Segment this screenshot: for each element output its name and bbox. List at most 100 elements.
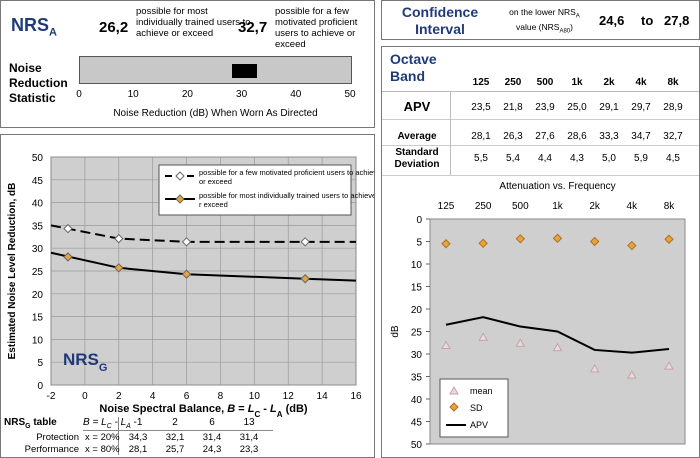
octave-cell: 5,4 bbox=[506, 153, 520, 164]
sd-point bbox=[627, 240, 637, 251]
mean-point bbox=[664, 361, 674, 370]
confidence-desc-text2: value (NRS bbox=[516, 21, 560, 32]
mean-point bbox=[441, 340, 451, 349]
nrsa-range-bar bbox=[232, 64, 258, 78]
nrsg-x-tick-label: 4 bbox=[150, 391, 156, 402]
nrsa-trained-desc: possible for most individually trained u… bbox=[136, 6, 251, 39]
octave-cell: 5,5 bbox=[474, 153, 488, 164]
confidence-desc-text1: on the lower NRS bbox=[509, 7, 576, 17]
freq-y-tick-label: 30 bbox=[411, 350, 423, 361]
octave-cell: 5,9 bbox=[634, 153, 648, 164]
nrsg-y-axis-label: Estimated Noise Level Reduction, dB bbox=[7, 183, 18, 360]
sd-point bbox=[664, 234, 674, 244]
freq-y-tick-label: 5 bbox=[416, 238, 422, 249]
octave-cell: 34,7 bbox=[631, 131, 651, 142]
protection-point bbox=[181, 237, 192, 247]
octave-band-header: 1k bbox=[571, 77, 583, 88]
nrsa-motivated-desc: possible for a few motivated proficient … bbox=[275, 6, 358, 50]
nrsa-axis-label: Noise Reduction (dB) When Worn As Direct… bbox=[113, 108, 318, 119]
confidence-desc-line1: on the lower NRSA bbox=[497, 7, 592, 22]
octave-band-header: 500 bbox=[536, 77, 554, 88]
sd-point bbox=[478, 238, 488, 249]
octave-cell: 28,1 bbox=[471, 131, 491, 142]
octave-row-label: APV bbox=[403, 99, 431, 114]
nrsa-tick-label: 0 bbox=[76, 89, 82, 100]
freq-y-tick-label: 40 bbox=[411, 395, 423, 406]
octave-cell: 23,5 bbox=[471, 102, 491, 113]
octave-cell: 4,4 bbox=[538, 153, 552, 164]
performance-point bbox=[181, 269, 192, 279]
freq-x-tick-label: 8k bbox=[664, 201, 676, 212]
freq-x-tick-label: 2k bbox=[589, 201, 601, 212]
nrsa-tick-label: 20 bbox=[181, 89, 193, 100]
octave-band-header: 2k bbox=[603, 77, 615, 88]
nrsa-tick-labels: 0 10 20 30 40 50 bbox=[76, 89, 355, 101]
nrsg-row-label: Protection bbox=[36, 432, 79, 443]
freq-x-tick-label: 4k bbox=[627, 201, 639, 212]
nrsa-motivated-value: 32,7 bbox=[238, 19, 268, 36]
nrsg-x-tick-label: -2 bbox=[47, 391, 56, 402]
nrsg-cell: 31,4 bbox=[202, 432, 222, 443]
mean-point bbox=[478, 332, 489, 341]
confidence-desc-line2: value (NRSA80) bbox=[497, 22, 592, 37]
nrsg-y-tick-label: 35 bbox=[32, 221, 44, 232]
legend-mean-marker bbox=[449, 385, 459, 395]
nrsg-y-tick-label: 10 bbox=[32, 335, 44, 346]
nrsa-tick-label: 40 bbox=[290, 89, 302, 100]
freq-x-tick-label: 250 bbox=[475, 201, 492, 212]
nrsg-row-x: x = 20% bbox=[85, 432, 120, 443]
nrsg-panel: 0 5 10 15 20 25 30 35 40 45 50 -2 0 2 4 6 8 10 12 14 16 Estim… bbox=[0, 134, 375, 458]
freq-x-tick-label: 1k bbox=[552, 201, 564, 212]
octave-row-rule bbox=[382, 175, 699, 176]
nrsg-cell: 31,4 bbox=[239, 432, 259, 443]
performance-point bbox=[114, 263, 124, 273]
octave-band-header: 8k bbox=[667, 77, 679, 88]
freq-y-tick-label: 35 bbox=[411, 373, 423, 384]
nrsg-row-x: x = 80% bbox=[85, 444, 120, 455]
nrsg-table-header: B = LC - LA bbox=[83, 417, 131, 430]
octave-title: Octave Band bbox=[390, 51, 437, 84]
nrsg-y-tick-label: 45 bbox=[32, 176, 44, 187]
octave-cell: 23,9 bbox=[535, 102, 555, 113]
nrsg-x-tick-label: 0 bbox=[82, 391, 88, 402]
octave-cell: 25,0 bbox=[567, 102, 587, 113]
nrsg-legend bbox=[158, 164, 352, 216]
freq-y-tick-label: 0 bbox=[416, 215, 422, 226]
octave-panel: Octave Band 125 250 500 1k 2k 4k 8k APV 23,5 21,8… bbox=[381, 46, 700, 458]
nrsg-cell: 23,3 bbox=[239, 444, 259, 455]
nrsg-x-tick-label: 2 bbox=[116, 391, 122, 402]
mean-point bbox=[515, 338, 526, 347]
nrsg-y-tick-label: 5 bbox=[37, 358, 43, 369]
apv-line bbox=[445, 316, 670, 354]
octave-cell: 4,5 bbox=[666, 153, 680, 164]
confidence-desc-sub1: A bbox=[575, 13, 580, 20]
octave-row-label: Standard Deviation bbox=[394, 147, 440, 170]
nrsg-chart: 0 5 10 15 20 25 30 35 40 45 50 -2 0 2 4 6 8 10 12 14 16 Estim… bbox=[7, 153, 374, 419]
octave-header-rule bbox=[382, 91, 699, 92]
freq-y-tick-label: 25 bbox=[411, 328, 423, 339]
octave-row-rule bbox=[382, 119, 699, 120]
legend-mean-label: mean bbox=[470, 386, 493, 396]
confidence-to: to bbox=[641, 13, 654, 28]
nrsg-row-label: Performance bbox=[24, 444, 79, 455]
octave-label-divider bbox=[450, 91, 451, 175]
nrsg-y-tick-label: 15 bbox=[32, 313, 44, 324]
nrsg-cell: 32,1 bbox=[165, 432, 185, 443]
sd-point bbox=[552, 233, 563, 244]
nrsa-tick-label: 50 bbox=[344, 89, 356, 100]
nrsa-bar-track bbox=[79, 56, 352, 84]
nrsg-b-value: -1 bbox=[133, 417, 143, 428]
legend-performance-marker bbox=[175, 194, 185, 204]
nrsg-table-rule bbox=[83, 430, 273, 431]
nrsg-cell: 24,3 bbox=[202, 444, 222, 455]
confidence-panel: Confidence Interval on the lower NRSA va… bbox=[381, 0, 700, 40]
confidence-title: Confidence Interval bbox=[401, 4, 479, 37]
nrsa-panel: NRSA 26,2 possible for most individually… bbox=[0, 0, 375, 128]
confidence-high: 27,8 bbox=[664, 13, 690, 28]
confidence-desc: on the lower NRSA value (NRSA80) bbox=[497, 7, 592, 36]
octave-cell: 29,7 bbox=[631, 102, 651, 113]
confidence-desc-end: ) bbox=[570, 21, 573, 32]
nrsg-table-title: NRSG table bbox=[4, 417, 57, 430]
octave-cell: 28,6 bbox=[567, 131, 587, 142]
